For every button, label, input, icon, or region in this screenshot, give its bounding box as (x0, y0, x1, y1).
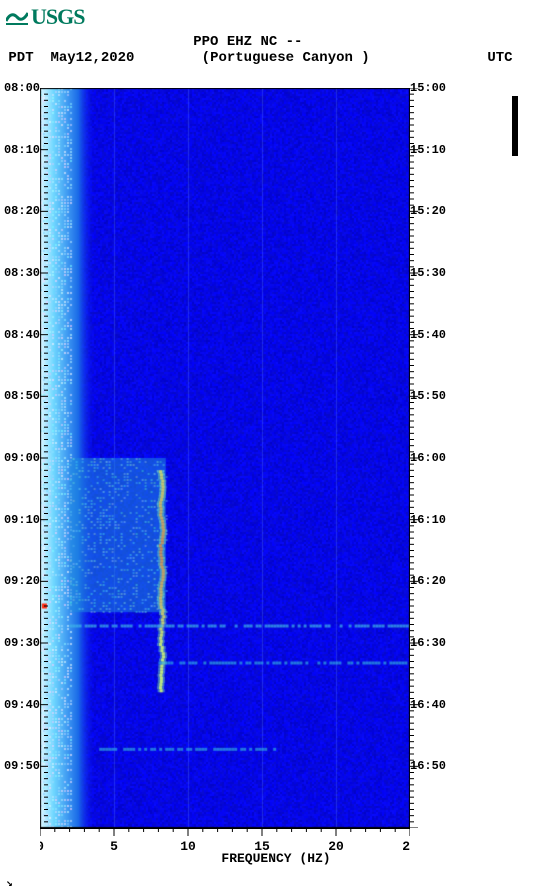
station-name: (Portuguese Canyon ) (202, 50, 370, 66)
time-label: 15:10 (410, 143, 470, 157)
time-label: 15:50 (410, 389, 470, 403)
time-label: 16:20 (410, 574, 470, 588)
time-label: 09:10 (0, 513, 40, 527)
time-label: 08:40 (0, 328, 40, 342)
spectrogram-plot (40, 88, 410, 828)
wave-icon (6, 8, 28, 26)
date-label: May12,2020 (50, 50, 134, 66)
intensity-scalebar (512, 96, 518, 156)
time-label: 15:20 (410, 204, 470, 218)
time-label: 15:30 (410, 266, 470, 280)
y-axis-right-labels: 15:0015:1015:2015:3015:4015:5016:0016:10… (410, 88, 470, 828)
time-label: 16:30 (410, 636, 470, 650)
footer-glyph: ↘ (6, 876, 13, 890)
pdt-label: PDT (8, 50, 33, 66)
time-label: 16:00 (410, 451, 470, 465)
time-label: 09:30 (0, 636, 40, 650)
time-label: 08:30 (0, 266, 40, 280)
time-label: 16:40 (410, 698, 470, 712)
station-code: PPO EHZ NC -- (193, 34, 302, 50)
time-label: 08:00 (0, 81, 40, 95)
logo-text: USGS (31, 4, 84, 30)
time-label: 15:40 (410, 328, 470, 342)
subtitle-line: PDT May12,2020 (Portuguese Canyon ) UTC (0, 50, 552, 66)
chart-header: PPO EHZ NC -- PDT May12,2020 (Portuguese… (0, 34, 552, 66)
title-line: PPO EHZ NC -- (0, 34, 552, 50)
time-label: 09:40 (0, 698, 40, 712)
time-label: 08:50 (0, 389, 40, 403)
time-label: 09:50 (0, 759, 40, 773)
utc-label: UTC (487, 50, 512, 66)
time-label: 09:20 (0, 574, 40, 588)
time-label: 09:00 (0, 451, 40, 465)
time-label: 15:00 (410, 81, 470, 95)
time-label: 08:10 (0, 143, 40, 157)
usgs-logo: USGS (6, 4, 84, 30)
x-axis-label: FREQUENCY (HZ) (0, 851, 552, 866)
y-axis-left-labels: 08:0008:1008:2008:3008:4008:5009:0009:10… (0, 88, 40, 828)
time-label: 08:20 (0, 204, 40, 218)
page-root: USGS PPO EHZ NC -- PDT May12,2020 (Portu… (0, 0, 552, 892)
spectrogram-canvas (40, 88, 410, 828)
time-label: 16:10 (410, 513, 470, 527)
time-label: 16:50 (410, 759, 470, 773)
